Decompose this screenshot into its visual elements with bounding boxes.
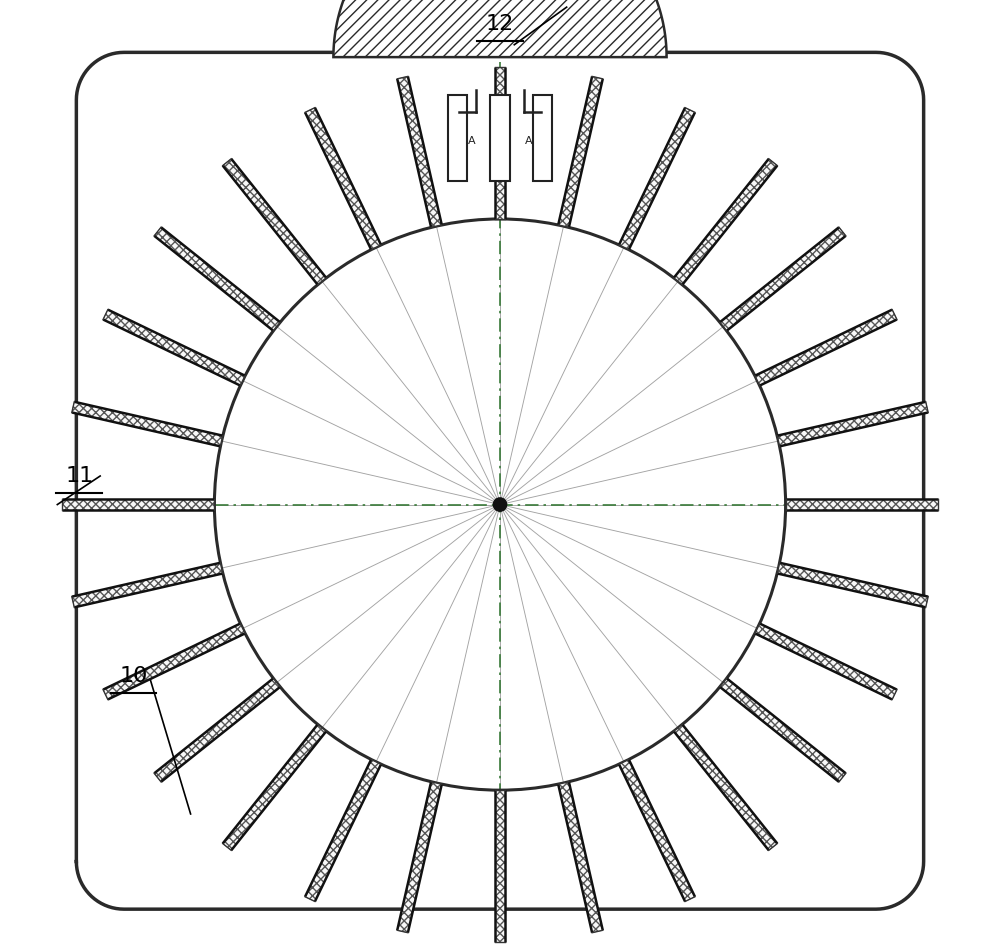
Polygon shape	[333, 0, 667, 57]
Polygon shape	[103, 624, 245, 700]
Polygon shape	[305, 108, 381, 249]
Polygon shape	[495, 790, 505, 942]
Polygon shape	[619, 760, 695, 902]
Polygon shape	[72, 563, 223, 607]
Polygon shape	[755, 624, 897, 700]
Circle shape	[493, 498, 507, 511]
Polygon shape	[223, 724, 326, 850]
Polygon shape	[490, 95, 510, 181]
Text: 10: 10	[119, 665, 148, 686]
Polygon shape	[777, 563, 928, 607]
Polygon shape	[777, 402, 928, 446]
Polygon shape	[154, 228, 280, 330]
Polygon shape	[103, 309, 245, 386]
Polygon shape	[397, 782, 442, 933]
Polygon shape	[619, 108, 695, 249]
Polygon shape	[305, 760, 381, 902]
Polygon shape	[62, 499, 214, 510]
Text: A: A	[525, 136, 532, 147]
Polygon shape	[495, 67, 505, 219]
Text: 11: 11	[65, 466, 93, 486]
Polygon shape	[72, 402, 223, 446]
Polygon shape	[720, 679, 846, 782]
Text: 12: 12	[486, 13, 514, 34]
Polygon shape	[755, 309, 897, 386]
Polygon shape	[558, 76, 603, 228]
Polygon shape	[720, 228, 846, 330]
Polygon shape	[786, 499, 938, 510]
Polygon shape	[154, 679, 280, 782]
Polygon shape	[223, 159, 326, 285]
Polygon shape	[448, 95, 467, 181]
Polygon shape	[674, 724, 777, 850]
Polygon shape	[558, 782, 603, 933]
Polygon shape	[674, 159, 777, 285]
Polygon shape	[533, 95, 552, 181]
Polygon shape	[397, 76, 442, 228]
Text: A: A	[468, 136, 475, 147]
